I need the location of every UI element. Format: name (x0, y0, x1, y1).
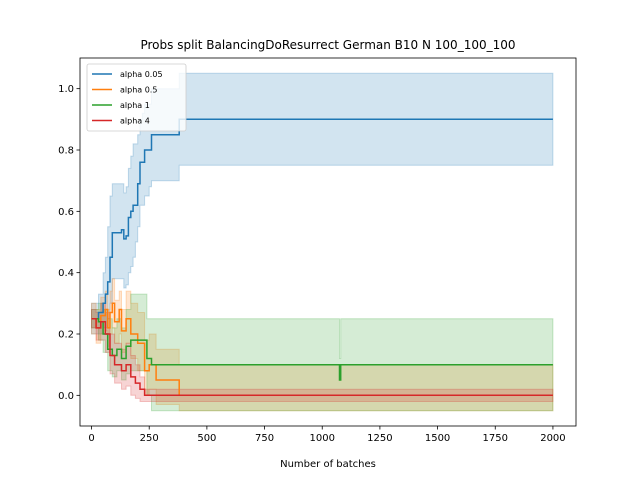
confidence-band-3 (91, 302, 554, 402)
x-tick-label-8: 2000 (540, 433, 565, 444)
x-tick-label-5: 1250 (367, 433, 392, 444)
y-tick-label-5: 1.0 (58, 84, 74, 95)
plot-frame (79, 57, 577, 427)
y-tick-label-3: 0.6 (58, 207, 74, 218)
legend-label-3: alpha 4 (120, 117, 150, 126)
legend-box (86, 63, 187, 132)
series-line-0 (91, 118, 553, 320)
series-line-3 (91, 317, 553, 397)
y-tick-label-0: 0.0 (58, 391, 74, 402)
x-tick-label-4: 1000 (310, 433, 335, 444)
confidence-band-1 (91, 278, 554, 412)
axes: 0 250 500 750 1000 1250 1500 1750 2000 0.0 0.2 0.4 0… (58, 57, 577, 444)
x-tick-label-3: 750 (255, 433, 274, 444)
chart-title: Probs split BalancingDoResurrect German … (140, 38, 515, 52)
x-tick-label-0: 0 (88, 433, 94, 444)
legend-label-1: alpha 0.5 (120, 86, 157, 95)
series-lines (91, 118, 553, 397)
y-tick-label-1: 0.2 (58, 330, 74, 341)
series-line-1 (91, 302, 553, 397)
x-tick-label-7: 1750 (483, 433, 508, 444)
confidence-bands (91, 72, 554, 412)
x-tick-label-2: 500 (197, 433, 216, 444)
x-axis-title: Number of batches (280, 459, 376, 470)
legend: alpha 0.05 alpha 0.5 alpha 1 alpha 4 (86, 63, 187, 132)
legend-label-0: alpha 0.05 (120, 70, 163, 79)
x-tick-label-6: 1500 (425, 433, 450, 444)
y-tick-label-4: 0.8 (58, 146, 74, 157)
legend-label-2: alpha 1 (120, 101, 150, 110)
y-tick-label-2: 0.4 (58, 268, 74, 279)
x-tick-label-1: 250 (140, 433, 159, 444)
